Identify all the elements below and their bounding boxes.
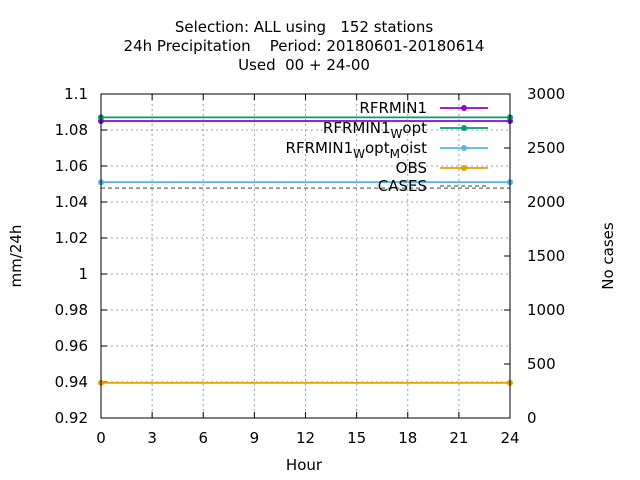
x-tick-label: 0 <box>96 429 106 447</box>
y2-tick-label: 3000 <box>527 85 565 103</box>
y2-tick-label: 2500 <box>527 139 565 157</box>
legend-label-RFRMIN1_Wopt: RFRMIN1Wopt <box>323 119 427 141</box>
x-tick-label: 24 <box>500 429 519 447</box>
x-tick-label: 9 <box>250 429 260 447</box>
y2-tick-label: 0 <box>527 409 537 427</box>
legend-marker-OBS <box>461 165 467 171</box>
y2-tick-label: 2000 <box>527 193 565 211</box>
y-tick-label: 1.1 <box>64 85 88 103</box>
x-tick-label: 6 <box>198 429 208 447</box>
y-tick-label: 0.94 <box>55 373 88 391</box>
y2-tick-label: 1000 <box>527 301 565 319</box>
legend-marker-RFRMIN1_Wopt_Moist <box>461 145 467 151</box>
plot-frame <box>100 93 511 419</box>
legend-marker-RFRMIN1 <box>461 105 467 111</box>
x-tick-label: 15 <box>347 429 366 447</box>
title-line-0: Selection: ALL using 152 stations <box>175 18 434 36</box>
x-tick-label: 18 <box>398 429 417 447</box>
y2-tick-label: 500 <box>527 355 556 373</box>
y-tick-label: 0.96 <box>55 337 88 355</box>
title-line-1: 24h Precipitation Period: 20180601-20180… <box>124 37 485 55</box>
grid-lines <box>101 94 510 418</box>
legend-label-OBS: OBS <box>396 159 427 177</box>
y-tick-label: 0.98 <box>55 301 88 319</box>
tick-labels: 0 3 6 9 12 15 18 21 24 0.92 0.94 0.96 0.98 1 1.02 1.04 1… <box>55 85 566 447</box>
y-tick-label: 1 <box>78 265 88 283</box>
y2-axis-label: No cases <box>599 222 617 290</box>
y-tick-label: 1.04 <box>55 193 88 211</box>
legend: RFRMIN1 RFRMIN1WoptRFRMIN1WoptMoistOBSCAS… <box>286 99 488 195</box>
legend-label-CASES: CASES <box>378 177 427 195</box>
x-tick-label: 21 <box>449 429 468 447</box>
y-axis-label: mm/24h <box>7 225 25 288</box>
y2-tick-label: 1500 <box>527 247 565 265</box>
x-tick-label: 3 <box>147 429 157 447</box>
title-line-2: Used 00 + 24-00 <box>238 56 370 74</box>
series-lines <box>98 114 513 386</box>
y-tick-label: 1.06 <box>55 157 88 175</box>
legend-label-RFRMIN1: RFRMIN1 <box>359 99 427 117</box>
x-tick-label: 12 <box>296 429 315 447</box>
y-tick-label: 1.08 <box>55 121 88 139</box>
legend-label-RFRMIN1_Wopt_Moist: RFRMIN1WoptMoist <box>286 139 428 161</box>
y-tick-label: 1.02 <box>55 229 88 247</box>
y-tick-label: 0.92 <box>55 409 88 427</box>
x-axis-label: Hour <box>286 456 323 474</box>
legend-marker-RFRMIN1_Wopt <box>461 125 467 131</box>
